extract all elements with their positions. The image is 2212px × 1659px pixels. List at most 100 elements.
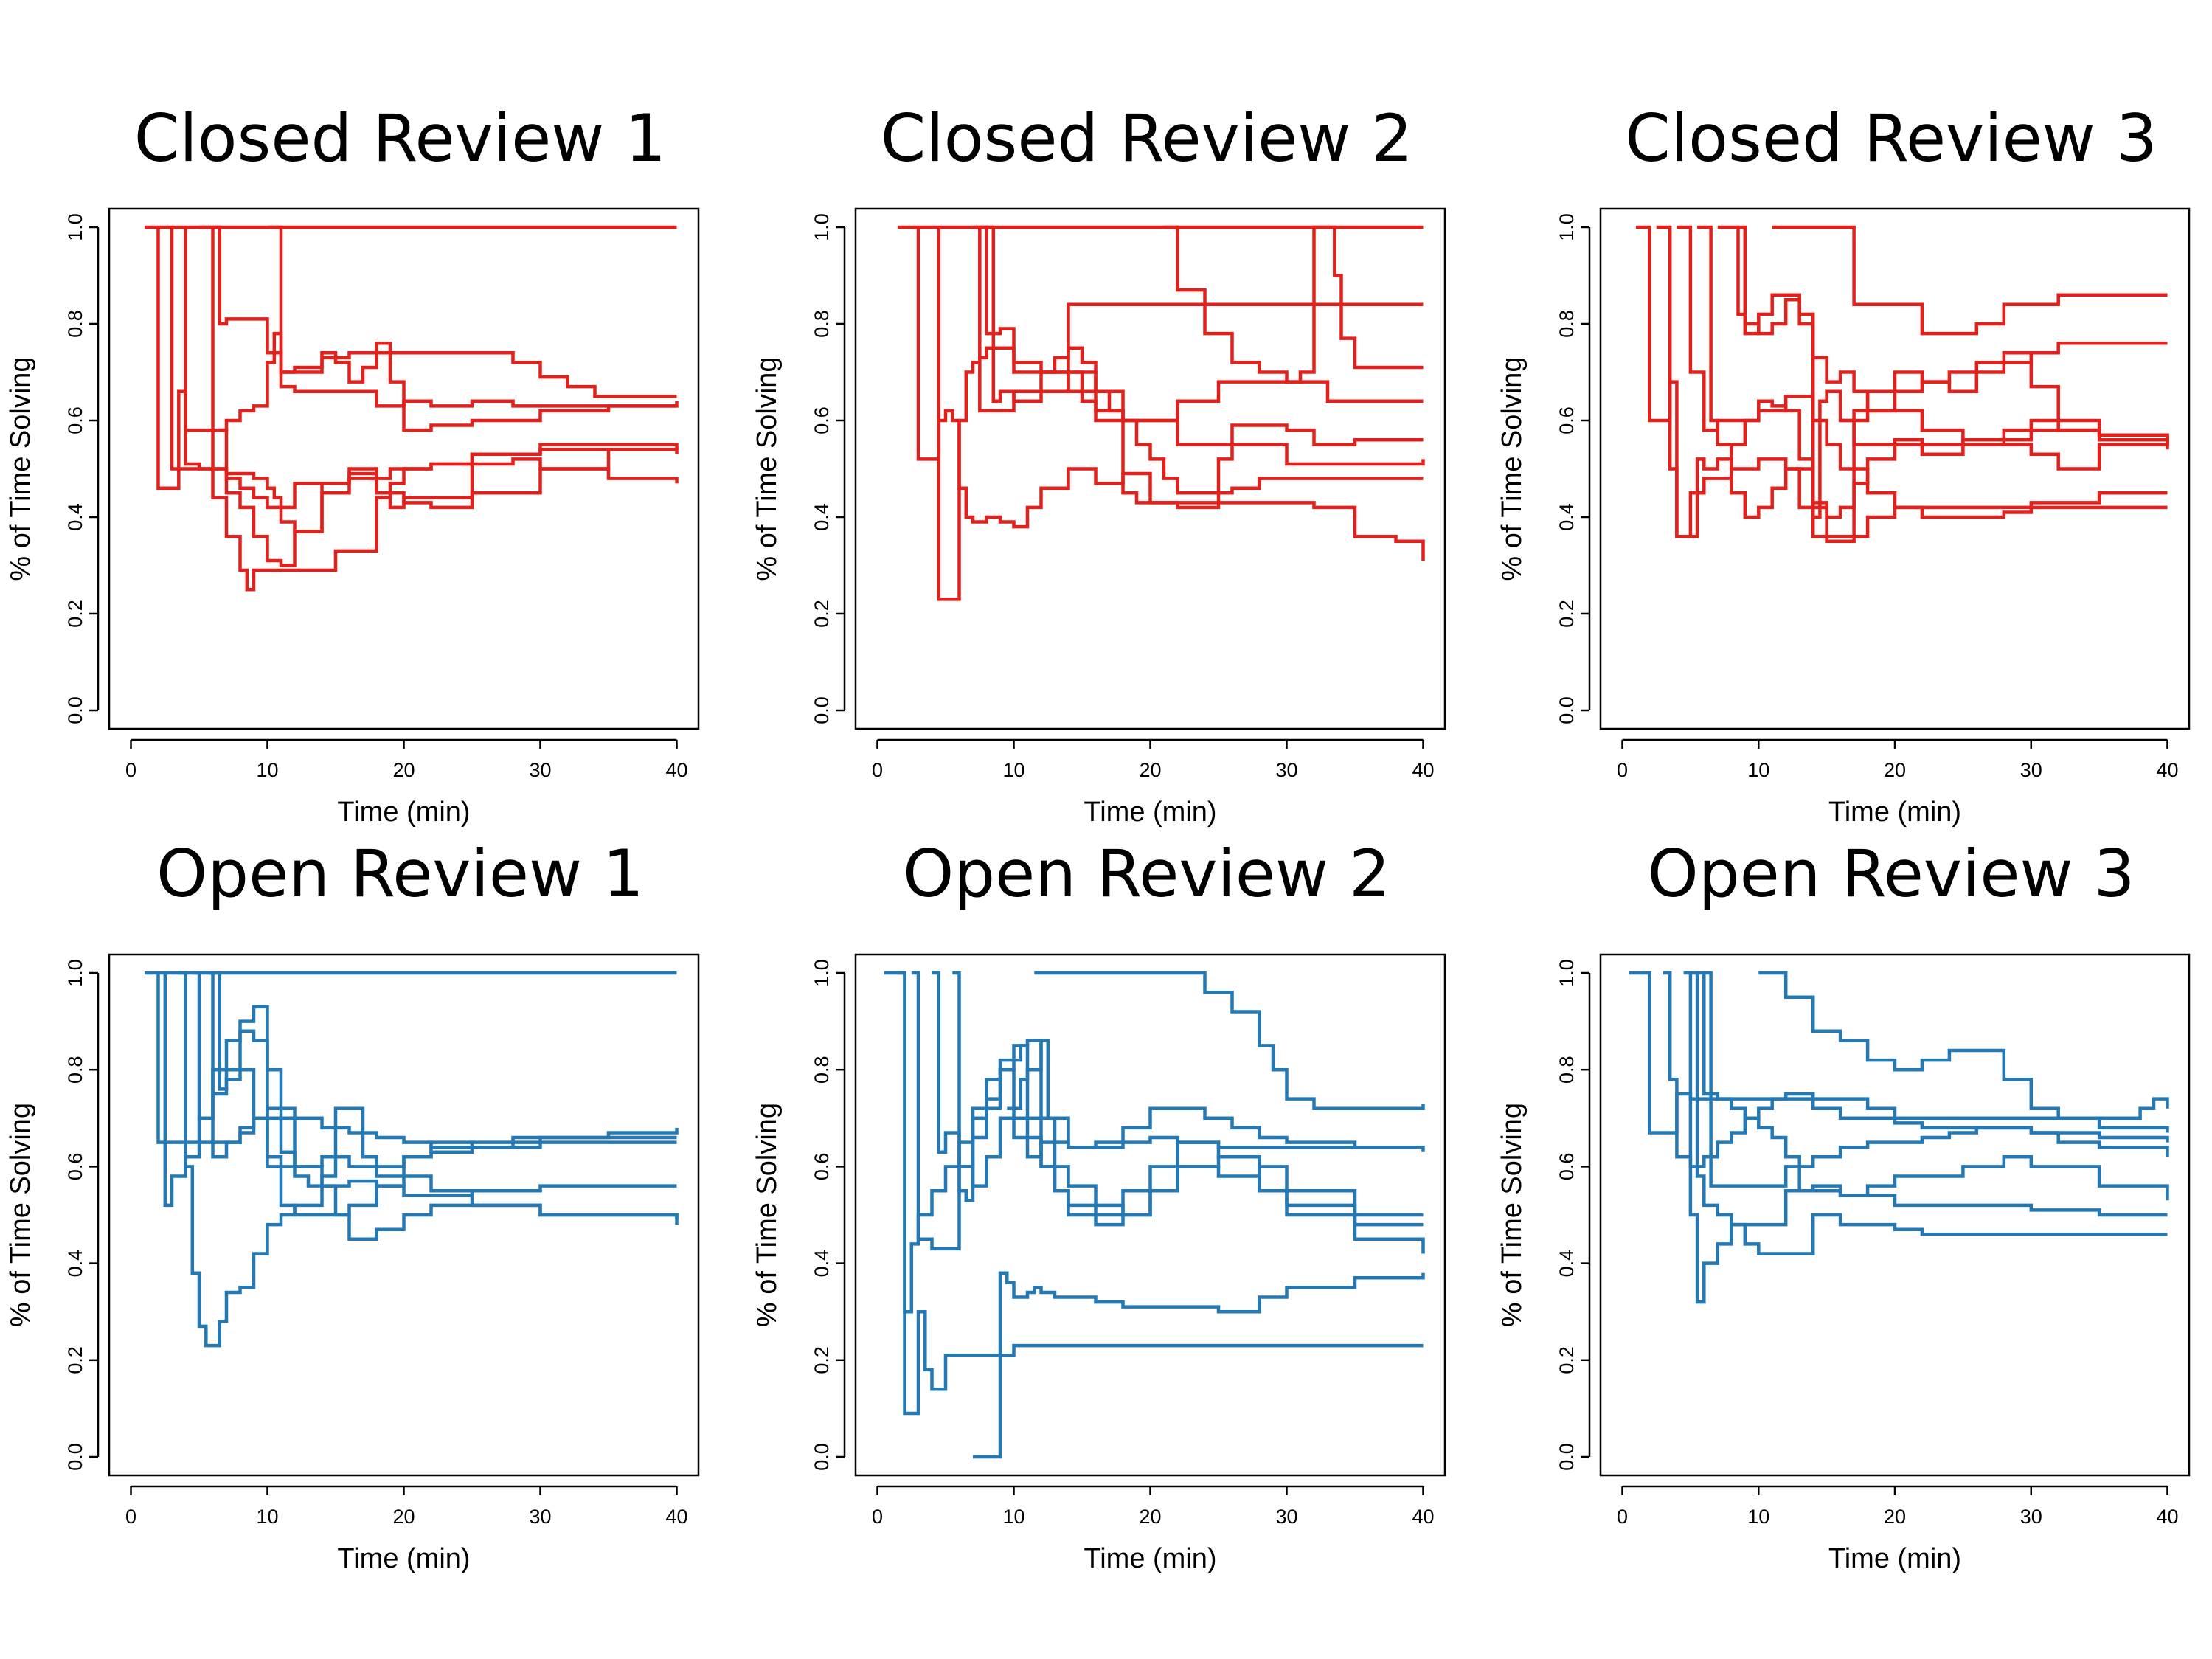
y-tick-label: 0.6: [64, 1153, 86, 1181]
series-line-7: [1772, 225, 2168, 336]
series-group: [1629, 971, 2169, 1304]
chart-title: Closed Review 2: [881, 100, 1413, 176]
series-group: [145, 971, 679, 1348]
x-tick-label: 0: [1617, 1506, 1628, 1528]
x-tick-label: 10: [1002, 759, 1024, 781]
y-axis-label: % of Time Solving: [752, 1103, 783, 1327]
series-line-5: [1697, 971, 2169, 1201]
series-line-7: [1758, 971, 2169, 1121]
series-line-1: [1636, 225, 2168, 538]
plot-frame: [854, 953, 1446, 1477]
y-tick-label: 1.0: [811, 959, 833, 987]
series-group: [1636, 225, 2169, 544]
chart-panel-2: Closed Review 2 0.0 0.2 0.4 0.6 0.8 1.0 0 10 20 30…: [752, 100, 1446, 828]
x-tick-label: 30: [1275, 759, 1297, 781]
x-tick-label: 0: [125, 759, 136, 781]
x-tick-label: 40: [665, 1506, 687, 1528]
series-line-3: [937, 227, 1425, 601]
y-tick-label: 1.0: [1556, 213, 1578, 241]
series-line-2: [1656, 225, 2169, 538]
series-line-7: [1007, 1039, 1424, 1227]
chart-panel-5: Open Review 2 0.0 0.2 0.4 0.6 0.8 1.0 0 10 20 30 40…: [752, 836, 1446, 1574]
chart-panel-1: Closed Review 1 0.0 0.2 0.4 0.6 0.8 1.0 0 10 20 30…: [5, 100, 700, 828]
x-axis-label: Time (min): [337, 1543, 470, 1574]
y-tick-label: 0.4: [811, 1250, 833, 1278]
x-tick-label: 30: [2020, 1506, 2042, 1528]
y-tick-label: 0.0: [64, 1443, 86, 1471]
x-axis-label: Time (min): [1084, 797, 1216, 828]
chart-panel-3: Closed Review 3 0.0 0.2 0.4 0.6 0.8 1.0 0 10 20 30…: [1497, 100, 2191, 828]
series-line-3: [1683, 971, 2168, 1304]
series-line-6: [211, 227, 677, 432]
plot-frame: [1599, 207, 2191, 730]
y-tick-label: 0.2: [1556, 1346, 1578, 1374]
y-tick-label: 0.6: [811, 406, 833, 434]
y-axis-label: % of Time Solving: [5, 1103, 36, 1327]
x-tick-label: 0: [125, 1506, 136, 1528]
y-tick-label: 0.4: [64, 1250, 86, 1278]
series-line-3: [163, 973, 677, 1208]
series-line-2: [916, 227, 1425, 561]
plot-frame: [108, 953, 700, 1477]
x-tick-label: 0: [872, 1506, 883, 1528]
x-tick-label: 40: [665, 759, 687, 781]
x-tick-label: 40: [2156, 1506, 2178, 1528]
series-line-5: [199, 225, 677, 398]
x-tick-label: 10: [256, 1506, 278, 1528]
y-axis-label: % of Time Solving: [5, 356, 36, 581]
series-line-4: [1690, 971, 2168, 1255]
series-line-7: [219, 428, 679, 533]
x-tick-label: 10: [1747, 759, 1769, 781]
y-axis-label: % of Time Solving: [1497, 1103, 1528, 1327]
series-line-6: [973, 1271, 1425, 1459]
x-tick-label: 20: [1884, 1506, 1906, 1528]
plot-frame: [854, 207, 1446, 730]
x-tick-label: 30: [529, 759, 551, 781]
y-tick-label: 0.4: [811, 503, 833, 531]
series-line-4: [1697, 225, 2169, 544]
y-tick-label: 0.4: [64, 503, 86, 531]
x-tick-label: 0: [1617, 759, 1628, 781]
x-tick-label: 20: [392, 759, 415, 781]
x-axis-label: Time (min): [1828, 1543, 1961, 1574]
y-tick-label: 0.0: [1556, 696, 1578, 724]
y-tick-label: 0.2: [811, 600, 833, 628]
y-tick-label: 0.2: [1556, 600, 1578, 628]
y-tick-label: 0.6: [1556, 406, 1578, 434]
series-line-8: [1164, 225, 1424, 384]
x-tick-label: 10: [1747, 1506, 1769, 1528]
y-axis-label: % of Time Solving: [1497, 356, 1528, 581]
y-tick-label: 0.8: [811, 1056, 833, 1084]
series-line-1: [884, 971, 1424, 1416]
x-tick-label: 20: [1884, 759, 1906, 781]
chart-title: Closed Review 1: [134, 100, 667, 176]
series-line-2: [156, 973, 679, 1149]
x-tick-label: 40: [2156, 759, 2178, 781]
series-line-8: [1034, 971, 1425, 1110]
y-tick-label: 0.0: [64, 696, 86, 724]
series-line-6: [986, 225, 1424, 404]
y-tick-label: 0.2: [64, 600, 86, 628]
x-tick-label: 40: [1412, 1506, 1434, 1528]
series-line-7: [212, 971, 677, 1178]
y-tick-label: 0.0: [1556, 1443, 1578, 1471]
series-line-8: [1840, 341, 2168, 423]
x-tick-label: 10: [256, 759, 278, 781]
y-tick-label: 0.6: [1556, 1153, 1578, 1181]
x-tick-label: 10: [1002, 1506, 1024, 1528]
x-tick-label: 40: [1412, 759, 1434, 781]
series-line-5: [980, 225, 1424, 505]
series-line-3: [911, 971, 1424, 1251]
series-line-4: [973, 225, 1424, 423]
x-tick-label: 30: [529, 1506, 551, 1528]
y-tick-label: 0.8: [64, 1056, 86, 1084]
y-tick-label: 0.6: [811, 1153, 833, 1181]
y-tick-label: 1.0: [64, 213, 86, 241]
y-tick-label: 0.8: [64, 310, 86, 338]
y-axis-label: % of Time Solving: [752, 356, 783, 581]
y-tick-label: 0.4: [1556, 503, 1578, 531]
y-tick-label: 1.0: [1556, 959, 1578, 987]
y-tick-label: 0.8: [1556, 1056, 1578, 1084]
plot-frame: [108, 207, 700, 730]
